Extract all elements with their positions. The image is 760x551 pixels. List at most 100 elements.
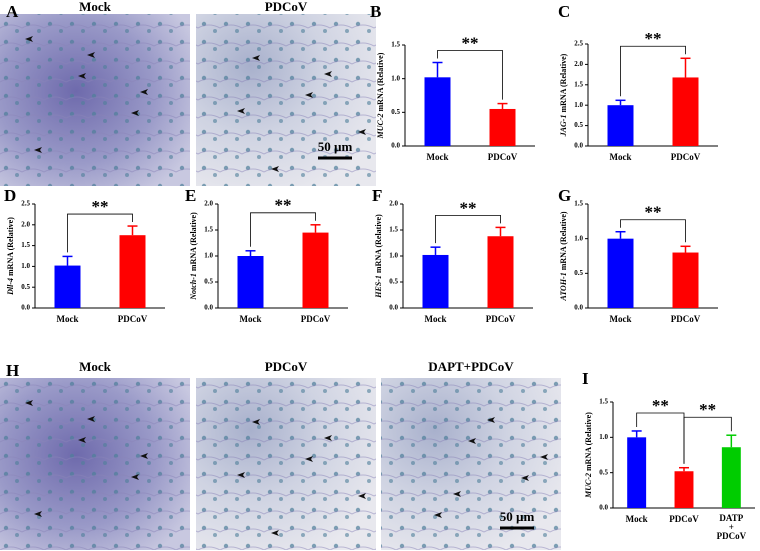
arrow — [271, 530, 279, 536]
y-tick-label: 1.0 — [21, 262, 30, 270]
y-tick-label: 1.5 — [599, 398, 608, 406]
arrow — [271, 166, 279, 172]
label-rest: mRNA (Relative) — [189, 212, 198, 273]
x-tick-label: Mock — [240, 314, 262, 324]
significance-label: ** — [645, 29, 662, 48]
panel-letter: D — [4, 186, 16, 205]
y-tick-label: 1.5 — [574, 200, 583, 208]
significance-label: ** — [275, 196, 292, 215]
panel-letter: H — [6, 361, 19, 380]
image-label: PDCoV — [265, 359, 308, 374]
y-tick-label: 0.0 — [21, 304, 30, 312]
significance-bracket — [683, 416, 732, 464]
panel-letter: B — [370, 2, 381, 21]
y-tick-label: 0.5 — [21, 283, 30, 291]
gene-name: HES-1 — [374, 275, 383, 299]
x-tick-label: PDCoV — [486, 314, 516, 324]
arrow — [358, 129, 366, 135]
arrow — [78, 437, 86, 443]
arrow — [34, 147, 42, 153]
arrow — [237, 108, 245, 114]
arrow — [87, 52, 95, 58]
y-tick-label: 0.0 — [599, 504, 608, 512]
arrow — [305, 92, 313, 98]
scale-label: 50 µm — [318, 139, 353, 154]
y-axis-label: ATOH-1 mRNA (Relative) — [559, 211, 568, 302]
x-tick-label: PDCoV — [671, 314, 701, 324]
y-tick-label: 0.5 — [574, 121, 583, 129]
y-tick-label: 0.5 — [389, 278, 398, 286]
y-tick-label: 0.0 — [389, 304, 398, 312]
significance-bracket — [437, 50, 503, 100]
label-rest: mRNA (Relative) — [6, 217, 15, 278]
arrow — [453, 491, 461, 497]
arrow — [140, 453, 148, 459]
arrow — [140, 89, 148, 95]
bar — [672, 252, 699, 308]
arrow — [87, 416, 95, 422]
y-tick-label: 1.5 — [21, 241, 30, 249]
x-tick-label: DATP + PDCoV — [717, 513, 747, 541]
image-label: Mock — [79, 359, 112, 374]
image-label: DAPT+PDCoV — [428, 359, 514, 374]
y-tick-label: 1.0 — [599, 433, 608, 441]
significance-bracket — [620, 45, 686, 97]
arrow — [131, 474, 139, 480]
bar — [424, 77, 451, 146]
scale-label: 50 µm — [500, 509, 535, 524]
y-tick-label: 1.0 — [204, 252, 213, 260]
arrow — [468, 438, 476, 444]
arrow — [521, 475, 529, 481]
y-tick-label: 2.0 — [204, 200, 213, 208]
x-tick-label: Mock — [57, 314, 79, 324]
arrow — [324, 71, 332, 77]
bar — [119, 235, 146, 308]
bar — [237, 256, 264, 308]
y-tick-label: 0.0 — [574, 304, 583, 312]
y-tick-label: 1.5 — [391, 41, 400, 49]
arrow — [324, 435, 332, 441]
arrow — [25, 400, 33, 406]
bar — [422, 254, 449, 308]
image-label: PDCoV — [265, 0, 308, 14]
x-tick-label: Mock — [610, 152, 632, 162]
micrograph-cells — [0, 14, 190, 186]
panel-letter: C — [558, 2, 570, 21]
x-tick-label: Mock — [626, 514, 648, 524]
x-tick-line: + — [729, 522, 734, 532]
y-tick-label: 2.0 — [574, 60, 583, 68]
bar — [302, 232, 329, 308]
bar — [672, 77, 699, 146]
y-tick-label: 1.0 — [389, 252, 398, 260]
gene-name: Dll-4 — [6, 278, 15, 296]
x-tick-label: PDCoV — [669, 514, 699, 524]
y-tick-label: 1.5 — [574, 80, 583, 88]
bar — [607, 105, 634, 146]
arrow — [305, 456, 313, 462]
y-tick-label: 0.5 — [574, 269, 583, 277]
bar — [627, 437, 647, 508]
y-axis-label: JAG-1 mRNA (Relative) — [559, 53, 568, 137]
y-axis-label: HES-1 mRNA (Relative) — [374, 214, 383, 299]
x-tick-label: PDCoV — [671, 152, 701, 162]
x-tick-label: PDCoV — [118, 314, 148, 324]
significance-label: ** — [462, 33, 479, 52]
x-tick-label: Mock — [610, 314, 632, 324]
arrow — [78, 73, 86, 79]
gene-name: MUC-2 — [376, 113, 385, 139]
y-tick-label: 1.5 — [389, 226, 398, 234]
significance-label: ** — [699, 400, 716, 419]
panel-letter: G — [558, 186, 571, 205]
y-tick-label: 2.0 — [389, 200, 398, 208]
x-tick-label: Mock — [427, 152, 449, 162]
bar — [489, 108, 516, 146]
significance-bracket — [67, 213, 133, 253]
arrow — [34, 511, 42, 517]
panel-letter: F — [372, 186, 382, 205]
label-rest: mRNA (Relative) — [374, 214, 383, 275]
x-tick-label: Mock — [425, 314, 447, 324]
x-tick-line: DATP — [719, 513, 743, 523]
significance-bracket — [620, 219, 686, 243]
y-tick-label: 0.5 — [204, 278, 213, 286]
bar — [721, 447, 741, 508]
